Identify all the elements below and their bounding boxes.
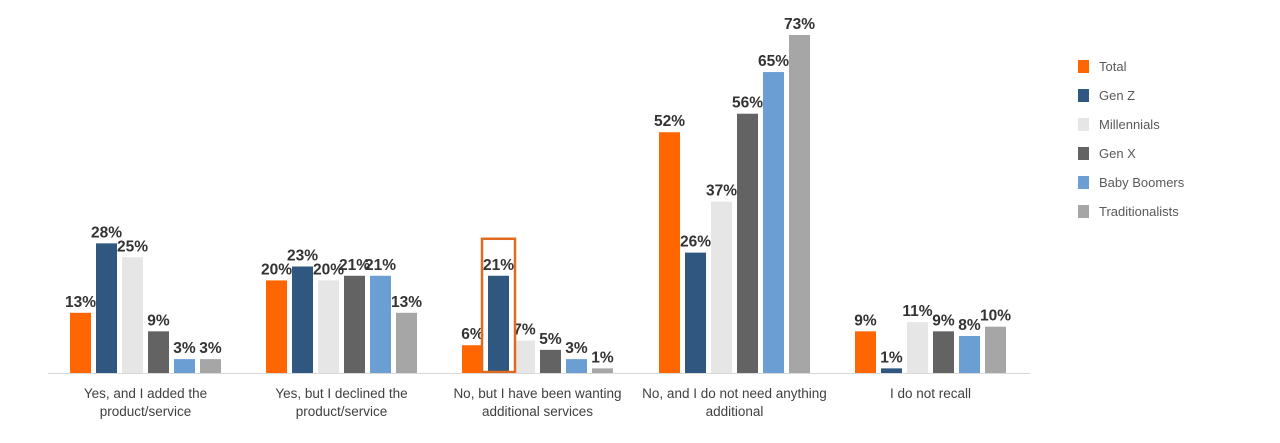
bar-gen-x-1 <box>344 275 365 373</box>
bar-gen-x-4 <box>933 331 954 373</box>
data-label: 9% <box>854 312 877 329</box>
bars-layer <box>70 35 1006 374</box>
legend-label: Baby Boomers <box>1099 175 1185 190</box>
data-label: 6% <box>461 326 484 343</box>
legend-swatch <box>1078 118 1089 131</box>
highlight-box <box>480 237 517 374</box>
bar-gen-x-2 <box>540 349 561 373</box>
data-label: 9% <box>147 312 170 329</box>
bar-baby-boomers-4 <box>959 335 980 373</box>
bar-total-0 <box>70 312 91 373</box>
data-label: 20% <box>261 261 292 278</box>
bar-gen-x-3 <box>737 113 758 373</box>
category-label: No, but I have been wanting <box>453 386 621 401</box>
legend-label: Gen Z <box>1099 88 1135 103</box>
category-labels-layer: Yes, and I added the product/service Yes, … <box>84 386 971 419</box>
data-label: 25% <box>117 238 148 255</box>
data-label: 13% <box>65 294 96 311</box>
category-label: I do not recall <box>890 386 971 401</box>
category-label: product/service <box>100 404 192 419</box>
bar-traditionalists-0 <box>200 359 221 373</box>
value-labels-layer: 13%28%25%9%3% 3%20%23%20%21%21%13%6%21%7%… <box>65 16 1011 374</box>
category-label: product/service <box>296 404 388 419</box>
legend-swatch <box>1078 60 1089 73</box>
data-label: 21% <box>339 257 370 274</box>
data-label: 3% <box>173 340 196 357</box>
bar-baby-boomers-1 <box>370 275 391 373</box>
data-label: 5% <box>539 331 562 348</box>
bar-millennials-2 <box>514 340 535 373</box>
data-label: 65% <box>758 53 789 70</box>
data-label: 28% <box>91 224 122 241</box>
data-label: 10% <box>980 308 1011 325</box>
data-label: 8% <box>958 317 981 334</box>
bar-total-4 <box>855 331 876 373</box>
data-label: 37% <box>706 183 737 200</box>
category-label: Yes, but I declined the <box>275 386 407 401</box>
bar-traditionalists-2 <box>592 368 613 373</box>
bar-gen-x-0 <box>148 331 169 373</box>
bar-gen-z-1 <box>292 266 313 373</box>
bar-gen-z-2 <box>488 275 509 373</box>
legend-label: Gen X <box>1099 146 1136 161</box>
bar-millennials-4 <box>907 322 928 373</box>
bar-gen-z-3 <box>685 252 706 373</box>
data-label: 52% <box>654 113 685 130</box>
data-label: 9% <box>932 312 955 329</box>
data-label: 26% <box>680 234 711 251</box>
category-label: additional services <box>482 404 593 419</box>
bar-baby-boomers-2 <box>566 359 587 373</box>
bar-gen-z-4 <box>881 368 902 373</box>
bar-millennials-0 <box>122 257 143 373</box>
data-label: 21% <box>365 257 396 274</box>
data-label: 20% <box>313 261 344 278</box>
legend-label: Millennials <box>1099 117 1160 132</box>
bar-total-2 <box>462 345 483 373</box>
bar-millennials-1 <box>318 280 339 373</box>
bar-total-1 <box>266 280 287 373</box>
category-label: Yes, and I added the <box>84 386 207 401</box>
category-label: No, and I do not need anything <box>642 386 827 401</box>
legend-swatch <box>1078 176 1089 189</box>
data-label: 3% <box>565 340 588 357</box>
data-label: 11% <box>902 303 932 320</box>
data-label: 73% <box>784 16 815 33</box>
bar-traditionalists-1 <box>396 312 417 373</box>
bar-total-3 <box>659 132 680 373</box>
bar-gen-z-0 <box>96 243 117 373</box>
data-label: 1% <box>880 349 903 366</box>
bar-traditionalists-4 <box>985 326 1006 373</box>
data-label: 13% <box>391 294 422 311</box>
legend-swatch <box>1078 89 1089 102</box>
legend: Total Gen Z Millennials Gen X Baby Boomers Tr… <box>1078 59 1185 219</box>
data-label: 23% <box>287 248 318 265</box>
legend-swatch <box>1078 205 1089 218</box>
data-label: 56% <box>732 95 763 112</box>
legend-swatch <box>1078 147 1089 160</box>
bar-baby-boomers-0 <box>174 359 195 373</box>
bar-baby-boomers-3 <box>763 72 784 374</box>
data-label: 1% <box>591 349 614 366</box>
bar-traditionalists-3 <box>789 35 810 373</box>
category-label: additional <box>706 404 764 419</box>
data-label: 3% <box>199 340 222 357</box>
data-label: 7% <box>513 322 536 339</box>
legend-label: Traditionalists <box>1099 204 1179 219</box>
bar-millennials-3 <box>711 201 732 373</box>
data-label: 21% <box>483 257 514 274</box>
legend-label: Total <box>1099 59 1127 74</box>
